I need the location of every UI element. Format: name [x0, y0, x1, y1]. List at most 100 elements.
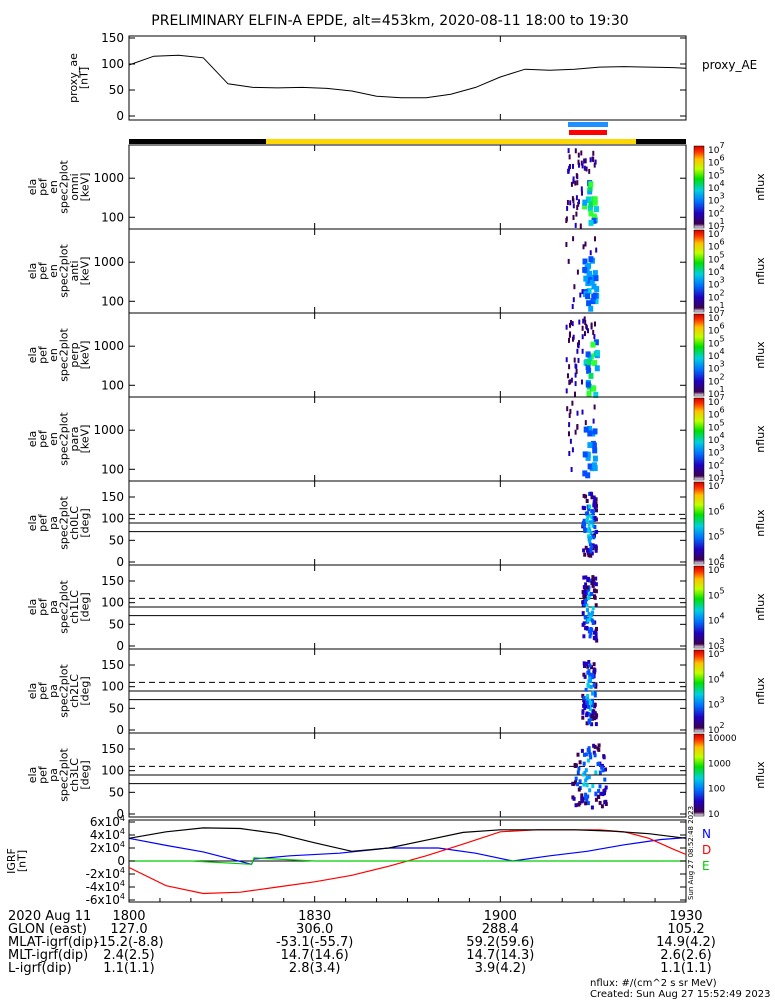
spectrogram-pixel [590, 341, 596, 348]
pitch-angle-pixel [600, 804, 604, 809]
ephemeris-value: 2.4(2.5) [103, 948, 155, 963]
spectrogram-pixel [587, 185, 593, 192]
ylabel-line: [keV] [78, 341, 91, 370]
pitch-angle-pixel [594, 636, 598, 641]
colorbar-tick-label: 105 [708, 645, 725, 660]
pitch-angle-pixel [586, 758, 590, 763]
spectrogram-pixel [581, 348, 584, 354]
spectrogram-pixel [594, 159, 597, 165]
colorbar-tick-label: 106 [708, 322, 725, 337]
spectrogram-pixel [588, 372, 594, 379]
spectrogram-pixel [593, 334, 596, 340]
spectrogram-pixel [569, 322, 571, 328]
pitch-angle-pixel [591, 698, 594, 703]
ephemeris-row-label: L-igrf(dip) [8, 961, 72, 976]
spectrogram-pixel [587, 355, 593, 362]
ylabel-line: omni [68, 173, 81, 200]
colorbar-tick-label: 10000 [708, 734, 737, 744]
spectrogram-pixel [592, 418, 595, 424]
ephemeris-value: 127.0 [110, 922, 147, 937]
spectrogram-pixel [583, 165, 586, 171]
spectrogram-pixel [572, 236, 575, 242]
pitch-angle-pixel [590, 581, 594, 585]
colorbar-tick-label: 107 [708, 141, 725, 156]
pitch-angle-pixel [585, 711, 589, 716]
spectrogram-pixel [569, 408, 572, 414]
ylabel-line: ela [26, 599, 39, 616]
pitch-angle-pixel [594, 603, 598, 608]
spectrogram-pixel [592, 455, 598, 462]
spectrogram-pixel [575, 211, 578, 217]
ylabel-line: pef [36, 513, 49, 532]
igrf-tick-label: 0 [117, 854, 125, 868]
pitch-angle-pixel [588, 674, 592, 679]
colorbar-tick-label: 100 [708, 785, 725, 795]
spectrogram-pixel [581, 325, 584, 331]
spectrogram-pixel [587, 442, 593, 449]
spectrogram-pixel [594, 206, 599, 213]
pitch-angle-pixel [582, 634, 586, 639]
igrf-tick-label: -6x104 [86, 892, 125, 907]
colorbar [693, 565, 705, 649]
pitch-angle-pixel [584, 687, 588, 692]
spectrogram-pixel [569, 379, 572, 385]
pitch-angle-pixel [577, 766, 581, 771]
spectrogram-pixel [582, 199, 588, 206]
pitch-angle-pixel [576, 782, 579, 787]
pitch-angle-pixel [587, 596, 591, 600]
colorbar-label: nflux [754, 425, 767, 453]
spectrogram-pixel [587, 270, 593, 277]
pitch-angle-pixel [587, 704, 590, 709]
pitch-angle-pixel [592, 577, 595, 582]
colorbar-tick-label: 106 [708, 502, 725, 517]
spectrogram-pixel [594, 350, 600, 356]
ephemeris-value: -15.2(-8.8) [94, 935, 163, 950]
igrf-tick-label: 2x104 [90, 840, 125, 855]
pitch-angle-pixel [585, 700, 589, 705]
spectrogram-pixel [587, 463, 593, 470]
pitch-angle-pixel [588, 634, 592, 639]
spectrogram-pixel [583, 275, 589, 282]
ephemeris-value: 2.6(2.6) [660, 948, 712, 963]
spectrogram-pixel [580, 186, 583, 192]
ylabel-line: spec2plot [57, 244, 70, 298]
ephemeris-table: 2020 Aug 11 1800 1830 1900 1930 GLON (east) 12… [8, 909, 716, 976]
ylabel-line: spec2plot [57, 160, 70, 214]
spectrogram-pixel [565, 388, 568, 394]
ylabel-line: anti [68, 260, 81, 281]
pitch-angle-pixel [594, 770, 598, 775]
ephemeris-value: 1900 [484, 909, 517, 924]
ylabel-line: ela [26, 683, 39, 700]
colorbar-tick-label: 104 [708, 612, 725, 627]
ylabel-line: pef [36, 261, 49, 280]
pitch-angle-pixel [594, 682, 598, 687]
pitch-angle-pixel [581, 693, 585, 698]
pitch-angle-pixel [594, 582, 598, 587]
spectrogram-pixel [593, 298, 599, 305]
pitch-angle-pixel [591, 509, 595, 514]
colorbar-tick-label: 102 [708, 721, 725, 736]
spectrogram-pixel [568, 451, 571, 456]
spectrogram-pixel [581, 163, 584, 169]
ylabel-line: en [47, 264, 60, 278]
colorbar-tick-label: 104 [708, 179, 725, 194]
spectrogram-pixel [569, 438, 572, 444]
igrf-legend: NDE [702, 827, 711, 873]
ylabel-line: ch1LC [68, 590, 81, 624]
spectrogram-pixel [584, 320, 587, 325]
ylabel-line: perp [68, 342, 81, 367]
spectrogram-pixel [588, 219, 594, 226]
spectrogram-pixel [593, 275, 599, 282]
pitch-angle-pixel [588, 788, 592, 793]
pitch-angle-pixel [592, 662, 596, 667]
colorbar-tick-label: 103 [708, 276, 725, 291]
spectrogram-pixel [584, 420, 587, 426]
pitch-angle-pixel [585, 721, 589, 726]
spectrogram-pixel [576, 205, 579, 211]
spectrogram-pixel [571, 400, 574, 406]
pitch-angle-pixel [596, 746, 600, 751]
colorbar-tick-label: 106 [708, 561, 725, 576]
colorbar [693, 145, 705, 229]
spectrogram-pixel [574, 372, 577, 378]
